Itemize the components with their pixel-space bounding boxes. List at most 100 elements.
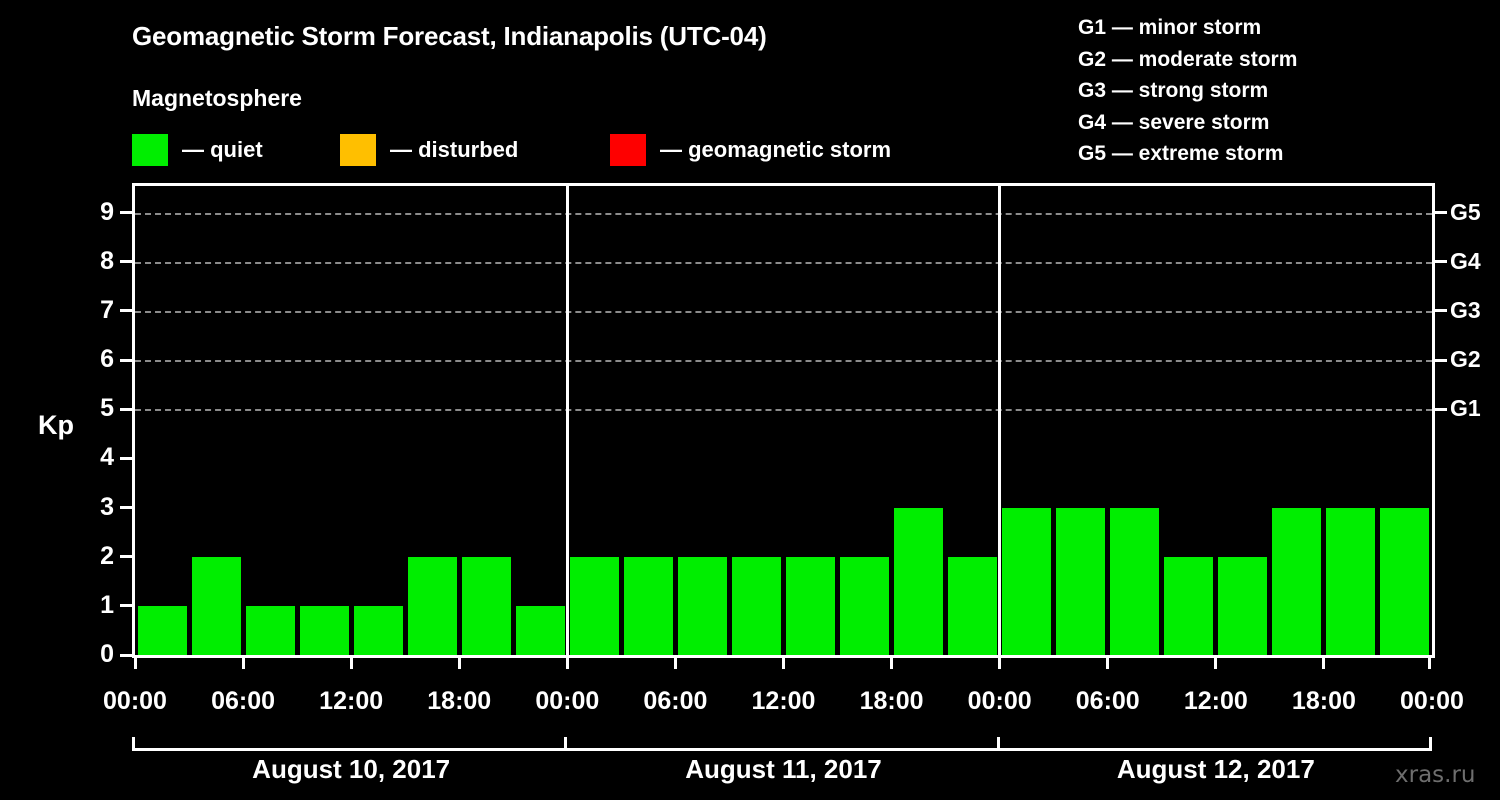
bar — [461, 556, 511, 655]
x-axis-line — [132, 655, 1435, 658]
gridline-kp-6 — [135, 360, 1432, 362]
bar — [1272, 507, 1322, 655]
day-bracket — [996, 737, 1432, 751]
x-tick — [133, 658, 137, 669]
legend-label-geomagnetic-storm: — geomagnetic storm — [660, 137, 892, 162]
g-legend-row-g1: G1 — minor storm — [1078, 16, 1262, 39]
legend-item-quiet: — quiet — [132, 131, 263, 169]
gridline-kp-5 — [135, 409, 1432, 412]
x-tick — [565, 658, 569, 669]
x-tick-label: 00:00 — [103, 687, 167, 715]
x-tick-label: 18:00 — [859, 687, 924, 715]
y-tick-8 — [120, 260, 133, 264]
g-tick-label-G2: G2 — [1450, 346, 1481, 372]
y-tick-5 — [120, 407, 133, 411]
g-tick-G1 — [1434, 407, 1447, 411]
bar — [786, 556, 836, 655]
x-tick — [241, 658, 245, 669]
y-tick-label-1: 1 — [100, 590, 114, 619]
gridline-kp-7 — [135, 310, 1432, 313]
g-tick-G3 — [1434, 309, 1447, 313]
y-tick-9 — [120, 211, 133, 214]
y-tick-label-8: 8 — [100, 246, 114, 275]
bar — [299, 605, 349, 655]
x-tick-label: 12:00 — [751, 687, 816, 715]
page-title: Geomagnetic Storm Forecast, Indianapolis… — [132, 21, 767, 51]
x-tick-label: 18:00 — [1291, 687, 1356, 715]
x-tick-label: 00:00 — [967, 687, 1032, 715]
x-tick — [457, 658, 461, 669]
legend-swatch-disturbed-icon — [340, 134, 376, 166]
bar — [515, 605, 565, 655]
g-tick-label-G5: G5 — [1450, 198, 1481, 225]
plot-frame — [132, 183, 1435, 656]
y-tick-label-5: 5 — [100, 394, 114, 423]
day-separator — [565, 183, 569, 655]
g-legend-row-g3: G3 — strong storm — [1078, 79, 1269, 102]
bar — [137, 605, 187, 655]
x-tick — [1427, 658, 1431, 669]
y-tick-4 — [120, 456, 133, 460]
x-tick — [673, 658, 677, 669]
x-tick-label: 00:00 — [1400, 687, 1464, 715]
bar — [1380, 507, 1430, 655]
x-tick — [1322, 658, 1326, 669]
bar — [948, 556, 998, 655]
day-label: August 10, 2017 — [252, 754, 451, 784]
y-tick-2 — [120, 555, 133, 559]
g-tick-G2 — [1434, 358, 1447, 362]
bar — [840, 556, 890, 655]
gridline-kp-9 — [135, 212, 1432, 215]
y-tick-label-4: 4 — [100, 443, 114, 472]
y-axis-title: Kp — [38, 410, 74, 440]
y-tick-1 — [120, 604, 133, 608]
y-tick-label-7: 7 — [100, 295, 114, 324]
g-tick-G5 — [1434, 211, 1447, 214]
g-tick-label-G1: G1 — [1450, 395, 1481, 422]
y-tick-label-2: 2 — [100, 541, 114, 570]
bar — [1218, 556, 1268, 655]
day-label: August 11, 2017 — [685, 754, 882, 784]
x-tick — [998, 658, 1002, 669]
x-tick-label: 06:00 — [1075, 687, 1140, 715]
y-tick-label-9: 9 — [100, 197, 114, 226]
legend-swatch-geomagnetic-storm-icon — [610, 134, 646, 166]
legend-label-quiet: — quiet — [182, 137, 263, 162]
legend-swatch-quiet-icon — [132, 134, 168, 166]
x-tick — [1214, 658, 1218, 669]
day-separator — [998, 183, 1002, 655]
x-tick-label: 12:00 — [319, 687, 384, 715]
x-tick — [782, 658, 785, 669]
x-tick — [890, 658, 894, 669]
bar — [245, 605, 295, 655]
legend-item-geomagnetic-storm: — geomagnetic storm — [610, 131, 891, 169]
bar — [353, 605, 403, 655]
bar — [894, 507, 944, 655]
x-tick — [1106, 658, 1110, 669]
day-bracket — [132, 737, 568, 751]
g-legend-row-g4: G4 — severe storm — [1078, 110, 1270, 134]
g-legend-row-g2: G2 — moderate storm — [1078, 47, 1298, 71]
x-tick-label: 06:00 — [643, 687, 708, 715]
bar — [1164, 556, 1214, 655]
g-legend-row-g5: G5 — extreme storm — [1078, 142, 1284, 165]
y-tick-label-0: 0 — [100, 640, 114, 668]
day-bracket — [564, 737, 1000, 751]
legend-item-disturbed: — disturbed — [340, 131, 518, 169]
g-tick-G4 — [1434, 260, 1447, 264]
g-tick-label-G4: G4 — [1450, 247, 1481, 274]
day-label: August 12, 2017 — [1116, 754, 1315, 784]
x-tick-label: 00:00 — [535, 687, 600, 715]
magnetosphere-heading: Magnetosphere — [132, 85, 302, 111]
y-tick-3 — [120, 506, 133, 509]
bar — [623, 556, 673, 655]
bar — [1056, 507, 1106, 655]
gridline-kp-8 — [135, 261, 1432, 264]
bar — [1326, 507, 1376, 655]
x-tick-label: 06:00 — [211, 687, 276, 715]
y-tick-0 — [120, 653, 133, 657]
legend-label-disturbed: — disturbed — [390, 137, 519, 162]
x-tick — [349, 658, 353, 669]
watermark: xras.ru — [1395, 762, 1476, 788]
